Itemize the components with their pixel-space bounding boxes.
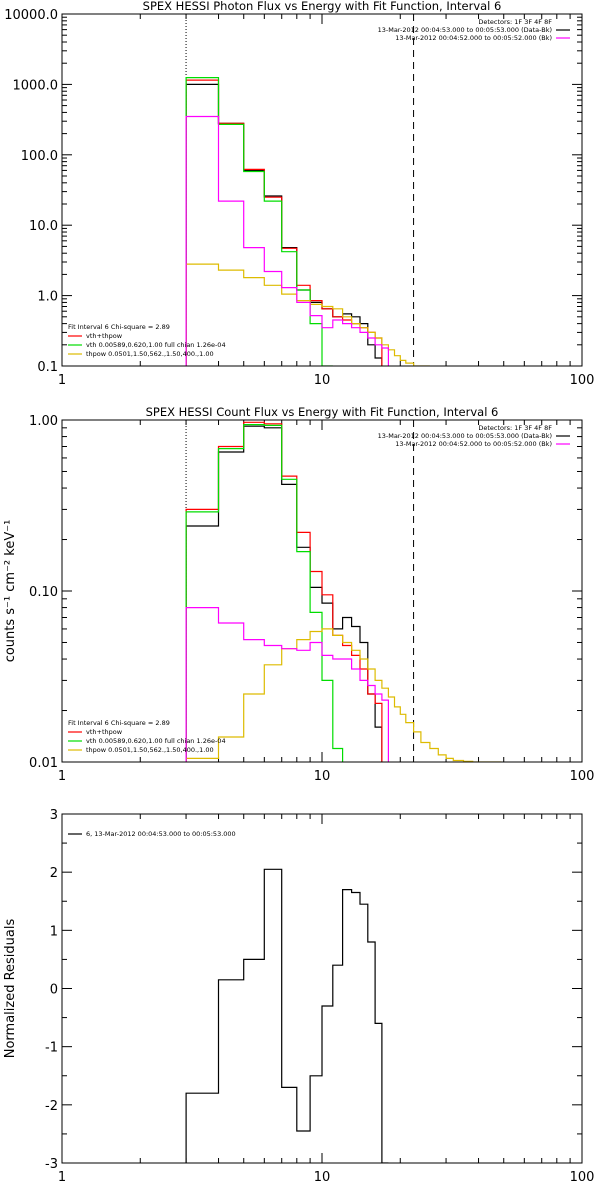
series-group [185,421,502,762]
y-tick-label: 1.00 [29,414,58,429]
legend-entry: 6, 13-Mar-2012 00:04:53.000 to 00:05:53.… [86,830,236,838]
series-vth [185,77,333,366]
x-tick-label: 100 [570,769,595,784]
chart-panel-1: SPEX HESSI Photon Flux vs Energy with Fi… [4,0,594,388]
y-tick-label: 1 [50,924,58,939]
legend-entry: vth 0.00589,0.620,1.00 full chian 1.26e-… [86,341,226,349]
legend-entry: thpow 0.0501,1.50,562.,1.50,400.,1.00 [86,350,214,358]
series-group [185,868,389,1163]
x-tick-label: 10 [314,373,331,388]
x-tick-label: 1 [58,373,66,388]
y-tick-label: 0.10 [29,585,58,600]
x-tick-label: 100 [570,373,595,388]
header-line: 13-Mar-2012 00:04:52.000 to 00:05:52.000… [395,440,552,448]
legend-entry: vth+thpow [86,728,123,736]
series-background [185,115,389,366]
x-tick-label: 1 [58,1170,66,1185]
y-tick-label: 100.0 [21,149,58,164]
series-thpow [185,263,430,366]
header-line: 13-Mar-2012 00:04:52.000 to 00:05:52.000… [395,34,552,42]
header-line: 13-Mar-2012 00:04:53.000 to 00:05:53.000… [378,26,552,34]
y-tick-label: 1000.0 [13,78,59,93]
y-tick-label: -2 [45,1099,58,1114]
y-tick-label: 10.0 [29,219,58,234]
y-axis-label: counts s⁻¹ cm⁻² keV⁻¹ [3,520,18,663]
series-group [185,77,430,366]
y-tick-label: 0.01 [29,756,58,771]
chart-title: SPEX HESSI Count Flux vs Energy with Fit… [146,405,499,419]
y-tick-label: 3 [50,808,58,823]
y-tick-label: -1 [45,1041,58,1056]
series-thpow [185,628,502,762]
x-tick-label: 10 [314,769,331,784]
y-tick-label: 0.1 [37,360,58,375]
series-vth+thpow [185,421,383,762]
plot-frame [61,813,583,1164]
y-tick-label: -3 [45,1157,58,1172]
y-tick-label: 1.0 [37,290,58,305]
chart-panel-3: 1 10 100 -3 -2 -1 0 1 2 3 Normalized Residuals 6, 1… [3,808,594,1185]
series-residuals [185,868,389,1163]
x-tick-label: 100 [570,1170,595,1185]
chart-title: SPEX HESSI Photon Flux vs Energy with Fi… [143,0,502,13]
plot-frame [61,13,583,367]
legend-entry: vth+thpow [86,332,123,340]
legend-entry: vth 0.00589,0.620,1.00 full chian 1.26e-… [86,737,226,745]
y-axis-label: Normalized Residuals [3,919,18,1059]
legend-entry: Fit Interval 6 Chi-square = 2.89 [68,323,170,331]
y-tick-label: 0 [50,983,58,998]
chart-panel-2: SPEX HESSI Count Flux vs Energy with Fit… [3,405,594,784]
legend-entry: thpow 0.0501,1.50,562.,1.50,400.,1.00 [86,746,214,754]
y-tick-label: 2 [50,866,58,881]
header-line: Detectors: 1F 3F 4F 8F [478,424,552,432]
plot-frame [61,419,583,763]
x-tick-label: 1 [58,769,66,784]
legend-entry: Fit Interval 6 Chi-square = 2.89 [68,719,170,727]
x-tick-label: 10 [314,1170,331,1185]
series-background [185,607,389,762]
y-tick-label: 10000.0 [4,8,58,23]
header-line: Detectors: 1F 3F 4F 8F [478,18,552,26]
header-line: 13-Mar-2012 00:04:53.000 to 00:05:53.000… [378,432,552,440]
series-vth [185,424,344,762]
